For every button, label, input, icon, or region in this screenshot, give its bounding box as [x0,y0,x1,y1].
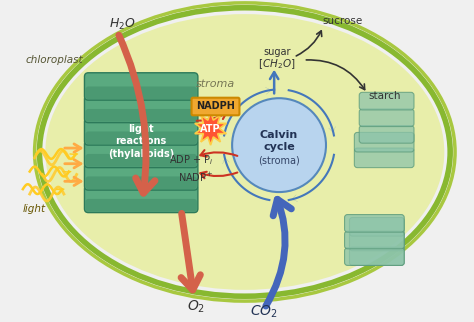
Text: $CO_2$: $CO_2$ [250,303,278,319]
Text: NADP$^+$: NADP$^+$ [178,171,213,184]
Text: [$CH_2O$]: [$CH_2O$] [258,57,296,71]
FancyBboxPatch shape [85,176,197,189]
Polygon shape [195,112,227,145]
Text: cycle: cycle [263,142,295,152]
Text: light
reactions
(thylakoids): light reactions (thylakoids) [108,124,174,159]
FancyBboxPatch shape [85,154,197,167]
FancyBboxPatch shape [84,140,198,168]
FancyBboxPatch shape [84,185,198,213]
Ellipse shape [46,14,444,290]
FancyBboxPatch shape [355,148,414,168]
FancyBboxPatch shape [349,247,404,265]
Text: starch: starch [368,91,401,101]
FancyBboxPatch shape [84,118,198,145]
FancyBboxPatch shape [345,231,404,249]
Text: Calvin: Calvin [260,130,298,140]
Text: sugar: sugar [264,47,291,57]
Text: $H_2O$: $H_2O$ [109,17,136,33]
Text: ATP: ATP [201,124,221,134]
Text: NADPH: NADPH [196,101,235,111]
Text: (stroma): (stroma) [258,156,300,166]
FancyBboxPatch shape [359,126,414,143]
Text: stroma: stroma [196,79,235,89]
FancyBboxPatch shape [84,95,198,123]
FancyBboxPatch shape [85,131,197,144]
FancyBboxPatch shape [345,214,404,232]
FancyBboxPatch shape [85,199,197,212]
FancyBboxPatch shape [359,92,414,110]
FancyBboxPatch shape [191,98,239,115]
FancyBboxPatch shape [359,109,414,127]
FancyBboxPatch shape [345,248,404,265]
FancyBboxPatch shape [85,87,197,99]
Text: light: light [23,204,46,214]
Circle shape [232,98,326,192]
FancyBboxPatch shape [84,163,198,190]
Text: ADP + P$_i$: ADP + P$_i$ [169,153,213,167]
Text: sucrose: sucrose [322,16,363,26]
Text: chloroplast: chloroplast [25,55,83,65]
FancyBboxPatch shape [349,232,404,251]
Text: $O_2$: $O_2$ [187,298,205,315]
FancyBboxPatch shape [84,73,198,100]
FancyBboxPatch shape [349,217,404,236]
FancyBboxPatch shape [85,109,197,122]
FancyBboxPatch shape [355,132,414,152]
